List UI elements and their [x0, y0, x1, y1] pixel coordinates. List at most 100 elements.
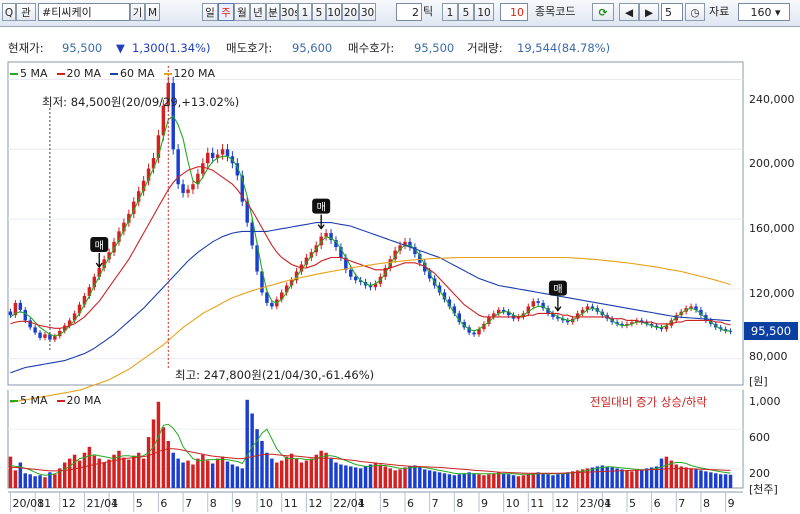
- candle: [82, 295, 87, 305]
- candle: [694, 306, 698, 310]
- volume-bar: [97, 458, 101, 488]
- volume-bar: [570, 471, 575, 488]
- candle: [457, 313, 462, 323]
- volume-bar: [235, 466, 240, 488]
- volume-bar: [304, 460, 309, 488]
- candle: [728, 330, 733, 332]
- volume-bar: [501, 473, 506, 488]
- vol-legend-ma20-label: 20 MA: [66, 394, 102, 407]
- volume-bar: [87, 446, 92, 488]
- volume-bar: [102, 462, 106, 488]
- volume-bar: [694, 469, 698, 488]
- prev-icon[interactable]: ◀: [619, 3, 639, 21]
- volume-bar: [176, 458, 180, 488]
- candle: [413, 247, 417, 255]
- period-month[interactable]: 월: [234, 3, 250, 21]
- minute-1[interactable]: 1: [298, 3, 312, 21]
- minute-30[interactable]: 30: [359, 3, 376, 21]
- candle: [92, 276, 97, 288]
- period-minute[interactable]: 분: [266, 3, 280, 21]
- volume-bar: [423, 469, 427, 488]
- minute-20[interactable]: 20: [342, 3, 359, 21]
- candle: [146, 168, 151, 181]
- step-input[interactable]: 5: [661, 3, 683, 21]
- vol-tick-600: 600: [749, 431, 770, 444]
- candle: [136, 191, 141, 202]
- minute-5[interactable]: 5: [312, 3, 326, 21]
- candle: [615, 322, 619, 324]
- volume-bar: [275, 462, 279, 488]
- candle: [620, 323, 624, 326]
- volume-bar: [289, 453, 294, 488]
- candle: [644, 322, 649, 324]
- x-tick-label: 23/01: [579, 497, 612, 510]
- tick-10[interactable]: 10: [474, 3, 494, 21]
- x-tick-label: 22/01: [333, 497, 365, 510]
- volume-bar: [210, 463, 215, 488]
- candle: [585, 306, 590, 310]
- volume-bar: [166, 440, 171, 488]
- volume-bar: [654, 466, 659, 488]
- candle: [112, 241, 116, 253]
- tick-selected[interactable]: 10: [500, 3, 528, 21]
- candle: [492, 313, 496, 317]
- candle: [220, 149, 225, 155]
- period-year[interactable]: 년: [250, 3, 266, 21]
- candle: [240, 175, 244, 202]
- volume-unit: [천주]: [749, 483, 778, 496]
- low-annotation: 최저: 84,500원(20/09/29,+13.02%): [42, 95, 240, 109]
- period-30s[interactable]: 30s: [280, 3, 298, 21]
- volume-bar: [33, 476, 37, 488]
- volume-bar: [53, 474, 57, 488]
- period-day[interactable]: 일: [202, 3, 218, 21]
- volume-bar: [600, 465, 605, 488]
- candle: [497, 309, 501, 314]
- volume-bar: [413, 465, 417, 488]
- volume-bar: [718, 474, 723, 488]
- volume-bar: [260, 440, 264, 488]
- volume-bar: [640, 469, 644, 488]
- volume-bar: [551, 475, 555, 488]
- tick-5[interactable]: 5: [458, 3, 474, 21]
- volume-bar: [590, 467, 595, 488]
- stock-name-input[interactable]: #티씨케이: [38, 3, 130, 21]
- candle: [689, 306, 693, 309]
- search-icon[interactable]: Q: [2, 3, 16, 21]
- minute-10[interactable]: 10: [326, 3, 342, 21]
- candle: [77, 304, 82, 314]
- buy-marker-box: [312, 198, 331, 214]
- code-label: 종목코드: [535, 5, 576, 18]
- volume-bar: [506, 474, 511, 488]
- vol-tick-200: 200: [749, 467, 770, 480]
- volume-bar: [215, 458, 220, 488]
- next-icon[interactable]: ▶: [639, 3, 659, 21]
- m-button[interactable]: M: [145, 3, 160, 21]
- volume-bar: [477, 474, 481, 488]
- volume-bar: [67, 458, 72, 488]
- volume-bar: [240, 468, 244, 488]
- data-count-value: 160: [750, 6, 772, 19]
- volume-bar: [72, 454, 77, 488]
- refresh-icon[interactable]: ⟳: [592, 3, 614, 21]
- gi-button[interactable]: 기: [130, 3, 145, 21]
- candle: [265, 292, 269, 303]
- buy-marker-label: 매: [95, 240, 104, 252]
- volume-ma5-line: [10, 423, 731, 476]
- clock-icon[interactable]: ◷: [685, 3, 705, 21]
- volume-bar: [136, 452, 141, 488]
- candle: [319, 236, 323, 246]
- volume-bar: [358, 468, 363, 488]
- volume-bar: [482, 475, 486, 488]
- data-count-select[interactable]: 160 ▾: [738, 3, 790, 21]
- candle: [196, 173, 200, 185]
- volume-bar: [18, 462, 23, 488]
- candle: [279, 292, 284, 300]
- candle: [723, 329, 728, 331]
- period-week[interactable]: 주: [218, 3, 234, 21]
- tick-input[interactable]: 2: [396, 3, 422, 21]
- tick-1[interactable]: 1: [442, 3, 458, 21]
- candle: [649, 323, 654, 326]
- search-kr-button[interactable]: 관: [16, 3, 36, 21]
- volume-bar: [220, 456, 225, 488]
- volume-bar: [437, 472, 442, 488]
